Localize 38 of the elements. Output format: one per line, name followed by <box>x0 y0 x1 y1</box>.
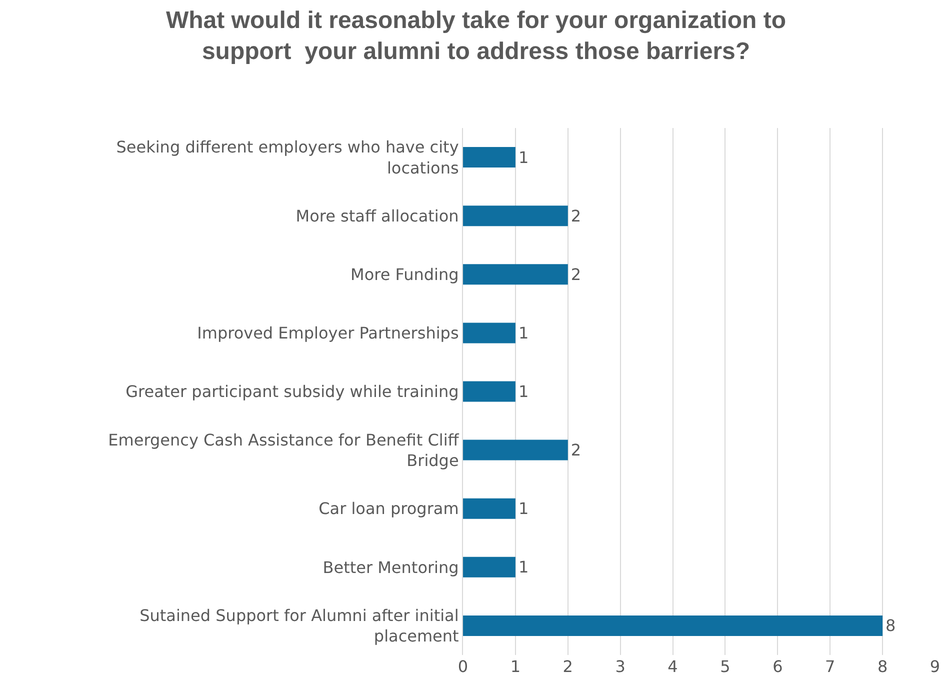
x-tick-label: 5 <box>720 657 730 676</box>
data-label: 2 <box>570 206 582 226</box>
x-tick-label: 7 <box>825 657 836 676</box>
bar <box>463 381 516 402</box>
x-tick-label: 8 <box>877 657 888 676</box>
bar <box>463 322 516 344</box>
x-tick-label: 9 <box>930 657 940 676</box>
y-tick-label: Emergency Cash Assistance for Benefit Cliff Bridge <box>108 430 460 470</box>
data-label: 1 <box>518 148 529 167</box>
data-label: 1 <box>518 558 529 577</box>
x-tick-label: 3 <box>615 657 626 676</box>
x-tick-label: 2 <box>562 657 573 676</box>
data-label: 2 <box>570 440 582 460</box>
data-label: 8 <box>886 616 896 636</box>
y-tick-label: More Funding <box>350 264 459 284</box>
y-tick-label: Improved Employer Partnerships <box>197 324 459 343</box>
x-tick-label: 6 <box>772 657 783 676</box>
x-tick-label: 4 <box>668 657 678 676</box>
y-tick-label: Better Mentoring <box>322 558 459 577</box>
data-label: 1 <box>518 499 529 518</box>
x-tick-label: 0 <box>458 657 468 676</box>
bar <box>463 206 568 226</box>
bar <box>463 147 516 168</box>
bar <box>463 615 883 636</box>
y-tick-label: More staff allocation <box>296 206 459 226</box>
bar <box>463 556 516 578</box>
bar <box>463 440 568 460</box>
y-tick-label: Greater participant subsidy while training <box>126 382 459 402</box>
data-label: 1 <box>518 323 529 342</box>
data-label: 2 <box>570 264 582 284</box>
bar <box>463 264 568 285</box>
data-label: 1 <box>518 382 529 401</box>
y-tick-label: Sutained Support for Alumni after initial placement <box>140 606 459 646</box>
y-tick-label: Car loan program <box>318 499 459 518</box>
x-tick-label: 1 <box>510 657 521 676</box>
bar <box>463 498 516 519</box>
chart-title: What would it reasonably take for your organization to support your alumni to address those barriers? <box>166 6 786 66</box>
y-tick-label: Seeking different employers who have city locations <box>116 137 459 178</box>
